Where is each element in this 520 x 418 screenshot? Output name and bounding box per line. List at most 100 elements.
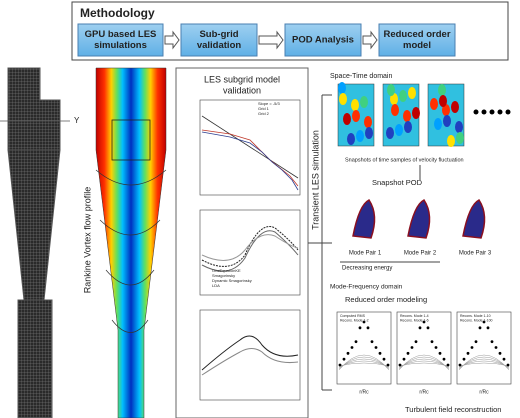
rom-point bbox=[470, 346, 474, 349]
rom-point bbox=[338, 363, 342, 367]
snapshot-blob bbox=[399, 90, 407, 102]
validation-title-1: LES subgrid model bbox=[204, 74, 280, 84]
profile-plot bbox=[199, 209, 301, 296]
snapshot-blob bbox=[390, 93, 398, 105]
step-label: model bbox=[403, 40, 431, 51]
rom-point bbox=[446, 363, 450, 367]
rom-point bbox=[370, 340, 374, 344]
snapshot-blob bbox=[404, 121, 412, 133]
rom-point bbox=[398, 363, 402, 367]
ellipsis-dot bbox=[473, 109, 479, 115]
velocity-contour bbox=[95, 67, 167, 418]
snapshot-blob bbox=[395, 124, 403, 136]
snapshot-blob bbox=[387, 84, 395, 96]
step-label: simulations bbox=[94, 40, 147, 51]
profile-legend: Dynamic Smagorinsky bbox=[212, 278, 252, 283]
rom-point bbox=[486, 326, 490, 330]
modes: Mode Pair 1 Mode Pair 2 Mode Pair 3 bbox=[349, 199, 492, 257]
rom-point bbox=[478, 326, 482, 330]
snapshot-blob bbox=[338, 82, 346, 94]
mode-shape bbox=[352, 199, 376, 239]
rom-point bbox=[350, 346, 354, 349]
rom-point bbox=[358, 326, 362, 330]
rom-point bbox=[386, 363, 390, 367]
energy-label: Decreasing energy bbox=[342, 266, 392, 272]
snapshot-blob bbox=[391, 104, 399, 116]
rom-legend: Recons. Mode 1-4 bbox=[400, 314, 429, 318]
rom-point bbox=[494, 346, 498, 349]
rom-frame bbox=[336, 311, 392, 385]
rom-frame bbox=[456, 311, 512, 385]
rom-frame bbox=[396, 311, 452, 385]
snapshot-blob bbox=[447, 135, 455, 147]
axis-label: Y bbox=[74, 116, 80, 125]
step-box bbox=[284, 23, 362, 57]
rom-label: Reduced order modeling bbox=[345, 295, 427, 304]
step-arrow bbox=[164, 30, 180, 50]
rom-x-label: r/Rc bbox=[359, 389, 369, 395]
snapshot-blob bbox=[343, 113, 351, 125]
ellipsis-dot bbox=[481, 109, 487, 115]
step-arrow bbox=[362, 30, 378, 50]
rom-point bbox=[418, 326, 422, 330]
spectrum-legend: Grid 2 bbox=[258, 111, 270, 116]
rom-point bbox=[498, 351, 502, 355]
rom-point bbox=[426, 326, 430, 330]
rom-x-label: r/Rc bbox=[479, 389, 489, 395]
snapshots bbox=[337, 82, 511, 147]
rom-curve bbox=[398, 362, 450, 367]
rom-point bbox=[438, 351, 442, 355]
snapshot-blob bbox=[443, 115, 451, 127]
snapshot-blob bbox=[386, 127, 394, 139]
rom-point bbox=[402, 357, 406, 361]
pod-label: Snapshot POD bbox=[372, 178, 423, 187]
rom-curve bbox=[338, 362, 390, 367]
mode-label: Mode Pair 3 bbox=[459, 251, 492, 257]
snapshot-blob bbox=[347, 133, 355, 145]
mode-shape bbox=[407, 199, 431, 239]
rom-point bbox=[410, 346, 414, 349]
rom-point bbox=[362, 320, 366, 324]
snapshot-blob bbox=[438, 84, 446, 96]
snapshot-blob bbox=[455, 121, 463, 133]
step-label: Reduced order bbox=[383, 29, 450, 40]
snapshot-blob bbox=[356, 130, 364, 142]
snapshot-blob bbox=[364, 116, 372, 128]
snapshot-blob bbox=[412, 107, 420, 119]
profile-legend: LDA bbox=[212, 283, 220, 288]
snapshot-blob bbox=[434, 118, 442, 130]
rom-point bbox=[466, 351, 470, 355]
snapshots-caption: Snapshots of time samples of velocity fl… bbox=[345, 157, 464, 163]
snapshot-blob bbox=[439, 95, 447, 107]
rom-x-label: r/Rc bbox=[419, 389, 429, 395]
rom-legend: Recons. Mode 1-10 bbox=[460, 314, 491, 318]
rom-legend: Recons. Mode 1-100 bbox=[460, 318, 493, 322]
mode-frequency-label: Mode-Frequency domain bbox=[330, 284, 403, 291]
rom-legend: Computed RMS bbox=[340, 314, 366, 318]
connector bbox=[308, 94, 332, 391]
mesh-geometry bbox=[0, 67, 70, 418]
step-arrow bbox=[258, 30, 284, 50]
snapshot-blob bbox=[360, 96, 368, 108]
snapshot-blob bbox=[430, 98, 438, 110]
ellipsis-dot bbox=[497, 109, 503, 115]
spectrum-plot bbox=[199, 99, 301, 196]
step-box bbox=[77, 23, 164, 57]
rom-point bbox=[482, 320, 486, 324]
rom-point bbox=[434, 346, 438, 349]
snapshot-blob bbox=[339, 93, 347, 105]
step-label: POD Analysis bbox=[292, 35, 354, 46]
space-time-label: Space-Time domain bbox=[330, 73, 392, 80]
rom-point bbox=[502, 357, 506, 361]
validation-panel bbox=[175, 67, 309, 418]
rom-point bbox=[354, 340, 358, 344]
snapshot-blob bbox=[351, 99, 359, 111]
rom-point bbox=[490, 340, 494, 344]
rom-point bbox=[422, 320, 426, 324]
rom-legend: Recons. Mode 1-6 bbox=[400, 318, 429, 322]
methodology-title: Methodology bbox=[80, 6, 155, 20]
rom-point bbox=[474, 340, 478, 344]
rms-plot bbox=[199, 309, 301, 401]
